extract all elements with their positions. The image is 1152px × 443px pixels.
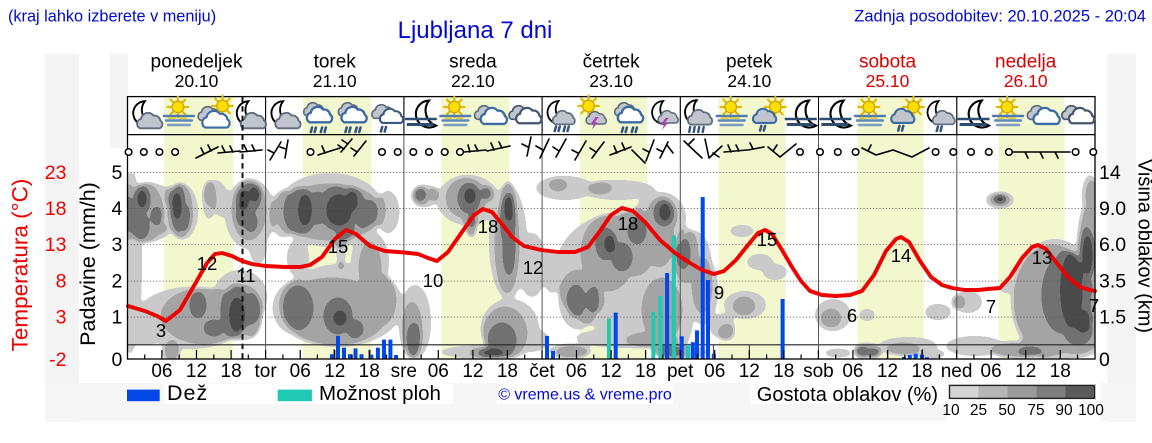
svg-text:3.5: 3.5 [1099, 270, 1126, 292]
svg-text:Višina oblakov (km): Višina oblakov (km) [1134, 159, 1152, 333]
svg-text:12: 12 [877, 361, 898, 382]
svg-text:© vreme.us & vreme.pro: © vreme.us & vreme.pro [498, 387, 672, 404]
svg-text:7: 7 [1089, 295, 1099, 316]
svg-text:15: 15 [757, 229, 778, 250]
svg-text:Padavine (mm/h): Padavine (mm/h) [76, 182, 100, 346]
svg-text:12: 12 [601, 361, 622, 382]
svg-text:13: 13 [45, 234, 67, 256]
svg-text:tor: tor [255, 361, 278, 382]
svg-text:75: 75 [1027, 402, 1044, 419]
svg-text:18: 18 [911, 361, 932, 382]
svg-text:18: 18 [635, 361, 656, 382]
svg-text:13: 13 [1032, 247, 1053, 268]
svg-text:-2: -2 [49, 349, 66, 371]
svg-text:14: 14 [891, 245, 912, 266]
svg-text:4: 4 [111, 198, 122, 220]
svg-text:12: 12 [739, 361, 760, 382]
svg-text:sre: sre [391, 361, 417, 382]
svg-text:23.10: 23.10 [589, 71, 633, 91]
svg-text:12: 12 [186, 361, 207, 382]
svg-text:23: 23 [45, 162, 67, 184]
svg-text:25.10: 25.10 [866, 71, 910, 91]
svg-text:10: 10 [942, 402, 960, 419]
svg-text:Zadnja posodobitev: 20.10.2025: Zadnja posodobitev: 20.10.2025 - 20:04 [854, 8, 1146, 26]
svg-text:18: 18 [618, 213, 639, 234]
svg-text:Temperatura (°C): Temperatura (°C) [8, 179, 33, 352]
svg-text:nedelja: nedelja [995, 52, 1057, 73]
svg-text:18: 18 [359, 361, 380, 382]
svg-text:9: 9 [714, 282, 724, 303]
svg-text:četrtek: četrtek [583, 52, 641, 73]
svg-text:11: 11 [236, 265, 255, 286]
svg-text:1: 1 [111, 307, 122, 329]
svg-text:čet: čet [529, 361, 555, 382]
svg-text:18: 18 [1050, 361, 1071, 382]
svg-text:pet: pet [667, 361, 694, 382]
svg-text:26.10: 26.10 [1004, 71, 1048, 91]
svg-text:18: 18 [45, 198, 67, 220]
svg-text:petek: petek [726, 52, 773, 73]
svg-text:24.10: 24.10 [727, 71, 771, 91]
svg-text:100: 100 [1078, 402, 1104, 419]
svg-text:torek: torek [314, 52, 357, 73]
svg-text:Ljubljana 7 dni: Ljubljana 7 dni [398, 17, 553, 44]
svg-text:12: 12 [1015, 361, 1036, 382]
svg-text:3: 3 [156, 320, 166, 341]
svg-text:Možnost ploh: Možnost ploh [319, 382, 441, 405]
svg-text:25: 25 [970, 402, 987, 419]
svg-text:18: 18 [773, 361, 794, 382]
svg-text:3: 3 [111, 234, 122, 256]
svg-text:1.5: 1.5 [1099, 307, 1126, 329]
svg-text:0: 0 [1099, 349, 1110, 371]
svg-text:21.10: 21.10 [313, 71, 357, 91]
svg-text:12: 12 [197, 253, 218, 274]
svg-text:18: 18 [478, 216, 499, 237]
svg-text:06: 06 [704, 361, 725, 382]
svg-text:06: 06 [151, 361, 172, 382]
svg-text:Dež: Dež [167, 381, 208, 405]
svg-text:Gostota oblakov (%): Gostota oblakov (%) [757, 384, 938, 406]
svg-text:18: 18 [497, 361, 518, 382]
svg-text:22.10: 22.10 [451, 71, 495, 91]
svg-text:7: 7 [986, 296, 996, 317]
svg-text:2: 2 [111, 271, 122, 293]
svg-text:sob: sob [803, 361, 834, 382]
svg-text:06: 06 [428, 361, 449, 382]
svg-text:14: 14 [1099, 162, 1121, 184]
svg-text:ned: ned [941, 361, 973, 382]
svg-text:90: 90 [1055, 402, 1073, 419]
svg-text:8: 8 [56, 271, 67, 293]
svg-text:9.0: 9.0 [1099, 198, 1126, 220]
svg-text:10: 10 [423, 270, 444, 291]
svg-text:12: 12 [324, 361, 345, 382]
svg-text:5: 5 [111, 162, 122, 184]
svg-text:6.0: 6.0 [1099, 234, 1126, 256]
svg-text:18: 18 [221, 361, 242, 382]
svg-text:(kraj lahko izberete v meniju): (kraj lahko izberete v meniju) [8, 8, 216, 26]
svg-text:12: 12 [462, 361, 483, 382]
svg-text:06: 06 [566, 361, 587, 382]
svg-text:0: 0 [111, 349, 122, 371]
svg-text:3: 3 [56, 307, 67, 329]
svg-text:20.10: 20.10 [175, 71, 219, 91]
svg-text:12: 12 [523, 257, 544, 278]
svg-text:ponedeljek: ponedeljek [151, 52, 243, 73]
svg-text:6: 6 [847, 305, 857, 326]
svg-text:sobota: sobota [859, 52, 916, 73]
svg-text:06: 06 [981, 361, 1002, 382]
svg-text:06: 06 [290, 361, 311, 382]
svg-text:sreda: sreda [449, 52, 497, 73]
svg-text:15: 15 [328, 236, 349, 257]
svg-text:06: 06 [842, 361, 863, 382]
svg-text:50: 50 [998, 402, 1016, 419]
